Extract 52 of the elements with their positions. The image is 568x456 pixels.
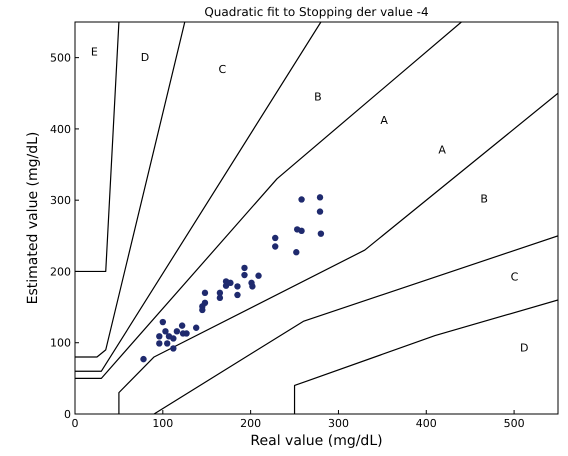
point — [241, 272, 248, 278]
y-tick-label: 100 — [50, 336, 71, 350]
chart-title: Quadratic fit to Stopping der value -4 — [204, 5, 429, 19]
point — [174, 328, 180, 335]
x-tick-label: 500 — [504, 417, 525, 430]
annotation: A — [438, 143, 446, 156]
point — [298, 228, 305, 234]
point — [202, 290, 208, 296]
point — [156, 333, 163, 340]
point — [216, 294, 224, 302]
point — [164, 340, 170, 347]
y-tick-label: 200 — [50, 265, 71, 278]
y-tick-label: 300 — [50, 194, 71, 208]
point — [293, 249, 300, 256]
x-tick-label: 100 — [152, 417, 174, 430]
point — [272, 243, 278, 250]
y-tick-label: 500 — [50, 52, 71, 65]
point — [170, 345, 177, 352]
annotation: C — [218, 62, 226, 76]
point — [272, 234, 278, 242]
annotation: C — [510, 270, 519, 284]
x-axis-title: Real value (mg/dL) — [250, 433, 383, 449]
point — [316, 194, 324, 201]
x-tick-label: 300 — [328, 417, 349, 430]
point — [234, 283, 241, 290]
point — [178, 322, 186, 329]
point — [234, 292, 241, 298]
point — [227, 280, 234, 286]
y-axis-title: Estimated value (mg/dL) — [25, 132, 41, 304]
annotation: B — [314, 90, 322, 104]
point — [160, 318, 166, 326]
point — [192, 324, 200, 331]
annotation: A — [380, 114, 388, 127]
annotation: E — [90, 45, 98, 58]
point — [318, 230, 324, 237]
x-tick-label: 200 — [240, 417, 262, 430]
point — [156, 340, 163, 347]
x-tick-label: 400 — [416, 417, 437, 430]
point — [222, 282, 230, 289]
point — [241, 264, 248, 272]
annotation: D — [140, 51, 150, 64]
point — [170, 335, 177, 342]
point — [298, 196, 305, 203]
point — [140, 356, 147, 362]
point — [249, 283, 256, 290]
y-tick-label: 400 — [50, 122, 71, 136]
annotation: B — [480, 192, 488, 206]
point — [316, 208, 324, 215]
point — [162, 328, 169, 335]
point — [255, 272, 262, 279]
y-tick-label: 0 — [64, 408, 71, 421]
annotation: D — [520, 341, 528, 354]
